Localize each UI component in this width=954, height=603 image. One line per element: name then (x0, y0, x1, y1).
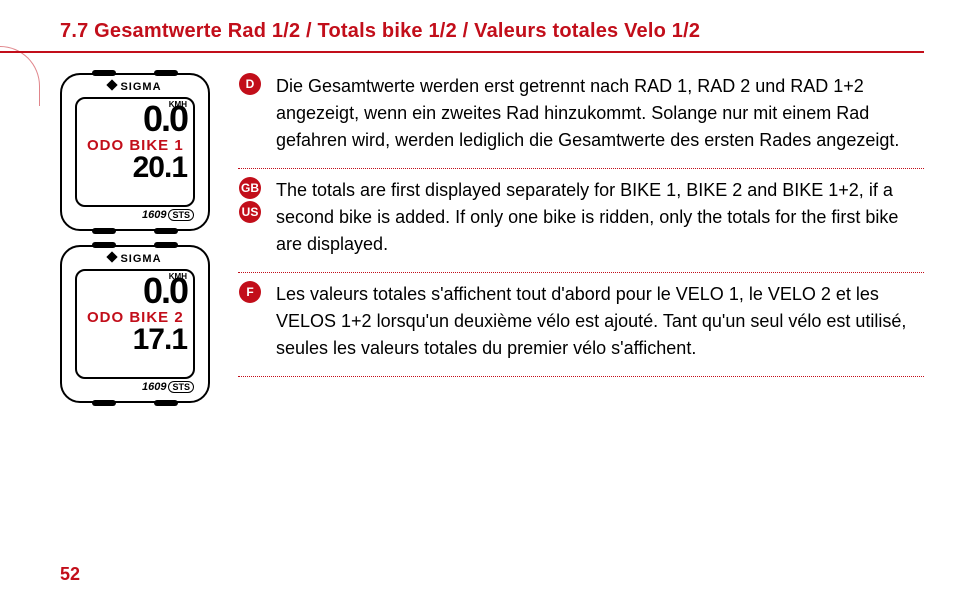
speed-display: 0.0KMH (83, 275, 187, 307)
device-tab (92, 228, 116, 234)
device-tab (92, 400, 116, 406)
odo-value: 20.1 (83, 154, 187, 181)
brand-text: SIGMA (120, 81, 161, 93)
device-column: SIGMA 0.0KMH ODO BIKE 1 20.1 1609STS SIG… (60, 73, 210, 403)
lang-block-en: GB US The totals are first displayed sep… (238, 169, 924, 273)
lang-block-fr: F Les valeurs totales s'affichent tout d… (238, 273, 924, 377)
brand-text: SIGMA (120, 253, 161, 265)
lang-block-de: D Die Gesamtwerte werden erst getrennt n… (238, 73, 924, 169)
model-badge: STS (168, 209, 194, 221)
text-column: D Die Gesamtwerte werden erst getrennt n… (238, 73, 924, 403)
device-illustration-1: SIGMA 0.0KMH ODO BIKE 1 20.1 1609STS (60, 73, 210, 231)
speed-unit: KMH (169, 273, 187, 280)
device-screen: 0.0KMH ODO BIKE 1 20.1 (75, 97, 195, 207)
lang-text: Les valeurs totales s'affichent tout d'a… (276, 281, 924, 362)
device-screen: 0.0KMH ODO BIKE 2 17.1 (75, 269, 195, 379)
device-tab (154, 400, 178, 406)
badge-d: D (239, 73, 261, 95)
model-number: 1609 (142, 381, 166, 393)
device-model: 1609STS (68, 209, 202, 221)
speed-display: 0.0KMH (83, 103, 187, 135)
lang-badges: D (238, 73, 262, 154)
device-tab (154, 242, 178, 248)
page-number: 52 (60, 564, 80, 585)
badge-us: US (239, 201, 261, 223)
device-model: 1609STS (68, 381, 202, 393)
device-tab (154, 228, 178, 234)
decorative-curve (0, 46, 40, 106)
lang-badges: F (238, 281, 262, 362)
model-badge: STS (168, 381, 194, 393)
device-tab (92, 70, 116, 76)
device-brand: SIGMA (68, 253, 202, 265)
manual-page: 7.7 Gesamtwerte Rad 1/2 / Totals bike 1/… (0, 0, 954, 603)
model-number: 1609 (142, 209, 166, 221)
lang-text: Die Gesamtwerte werden erst getrennt nac… (276, 73, 924, 154)
badge-f: F (239, 281, 261, 303)
section-heading: 7.7 Gesamtwerte Rad 1/2 / Totals bike 1/… (0, 20, 924, 53)
lang-badges: GB US (238, 177, 262, 258)
device-tab (154, 70, 178, 76)
device-brand: SIGMA (68, 81, 202, 93)
device-illustration-2: SIGMA 0.0KMH ODO BIKE 2 17.1 1609STS (60, 245, 210, 403)
device-tab (92, 242, 116, 248)
content-row: SIGMA 0.0KMH ODO BIKE 1 20.1 1609STS SIG… (0, 73, 924, 403)
badge-gb: GB (239, 177, 261, 199)
lang-text: The totals are first displayed separatel… (276, 177, 924, 258)
speed-unit: KMH (169, 101, 187, 108)
odo-value: 17.1 (83, 326, 187, 353)
